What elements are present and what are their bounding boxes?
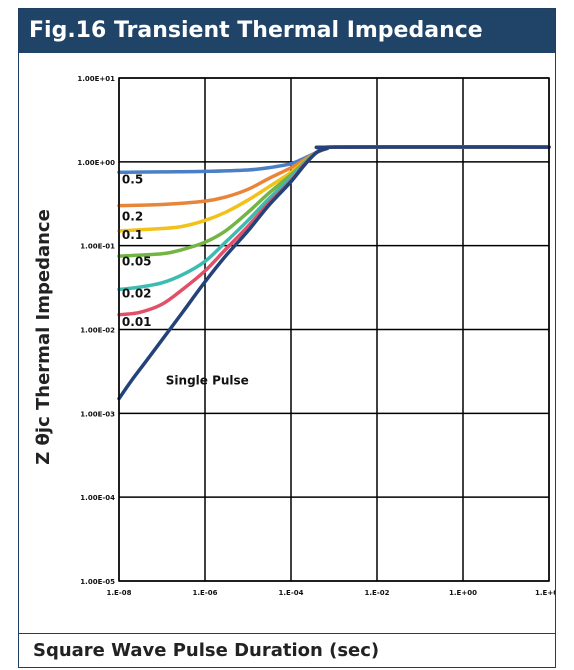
plot-frame: [118, 77, 550, 582]
y-tick-label: 1.00E-01: [80, 243, 115, 251]
label-group: 0.5 0.2 0.1 0.05 0.02 0.01 Single Pulse: [122, 173, 249, 388]
series-label-0-2: 0.2: [122, 209, 143, 223]
series-label-0-1: 0.1: [122, 228, 143, 242]
series-label-0-05: 0.05: [122, 254, 152, 268]
x-tick-label: 1.E-06: [193, 589, 218, 597]
series-group: [117, 145, 551, 401]
x-tick-label: 1.E-04: [279, 589, 304, 597]
y-tick-label: 1.00E+01: [77, 75, 115, 83]
series-label-0-5: 0.5: [122, 173, 143, 187]
chart: Z θjc Thermal Impedance 1.E-08 1.E-06 1.E-…: [33, 75, 555, 597]
figure-title: Fig.16 Transient Thermal Impedance: [19, 9, 555, 53]
x-tick-label: 1.E+00: [449, 589, 477, 597]
series-line-single-pulse: [117, 145, 551, 401]
y-axis-label: Z θjc Thermal Impedance: [33, 209, 54, 465]
figure-frame: Fig.16 Transient Thermal Impedance Z θjc…: [18, 8, 556, 668]
series-line-0-02: [117, 145, 551, 292]
y-tick-label: 1.00E-04: [80, 494, 115, 502]
y-tick-label: 1.00E+00: [77, 159, 115, 167]
x-axis-label: Square Wave Pulse Duration (sec): [19, 633, 555, 667]
y-tick-label: 1.00E-02: [80, 327, 115, 335]
series-label-0-02: 0.02: [122, 287, 152, 301]
series-label-0-01: 0.01: [122, 315, 152, 329]
y-tick-label: 1.00E-05: [80, 578, 115, 586]
series-line-0-2: [117, 145, 551, 208]
series-line-0-5: [117, 145, 551, 175]
x-tick-label: 1.E-02: [365, 589, 390, 597]
y-tick-label: 1.00E-03: [80, 410, 115, 418]
series-line-0-1: [117, 145, 551, 233]
series-label-single-pulse: Single Pulse: [166, 374, 249, 388]
x-tick-label: 1.E-08: [107, 589, 132, 597]
x-tick-label: 1.E+02: [535, 589, 555, 597]
